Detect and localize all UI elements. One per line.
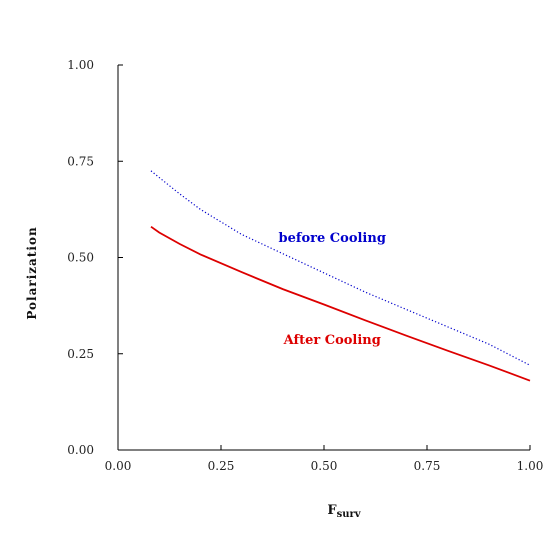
annotation-label: After Cooling: [283, 333, 381, 348]
x-ticks: 0.00 0.25 0.50 0.75 1.00: [105, 445, 544, 473]
x-axis-title-sub: surv: [337, 509, 362, 520]
y-tick-label: 0.25: [67, 347, 94, 361]
y-axis-title: Polarization: [25, 226, 39, 319]
x-tick-label: 0.75: [414, 459, 441, 473]
x-tick-label: 0.00: [105, 459, 132, 473]
y-tick-label: 1.00: [67, 58, 94, 72]
annotation-label: before Cooling: [279, 231, 386, 246]
annotation-layer: before Cooling After Cooling: [279, 231, 386, 348]
y-ticks: 0.00 0.25 0.50 0.75 1.00: [67, 58, 123, 457]
series-layer: [150, 170, 531, 382]
x-tick-label: 0.50: [311, 459, 338, 473]
x-tick-label: 1.00: [517, 459, 544, 473]
y-tick-label: 0.75: [67, 154, 94, 168]
axes: [117, 65, 530, 451]
x-axis-title: Fsurv: [327, 503, 361, 520]
y-tick-label: 0.50: [67, 251, 94, 265]
series-line-after-cooling: [150, 225, 531, 382]
y-tick-label: 0.00: [67, 443, 94, 457]
x-axis-title-main: F: [327, 503, 337, 518]
x-tick-label: 0.25: [208, 459, 235, 473]
series-line-before-cooling: [150, 170, 531, 366]
